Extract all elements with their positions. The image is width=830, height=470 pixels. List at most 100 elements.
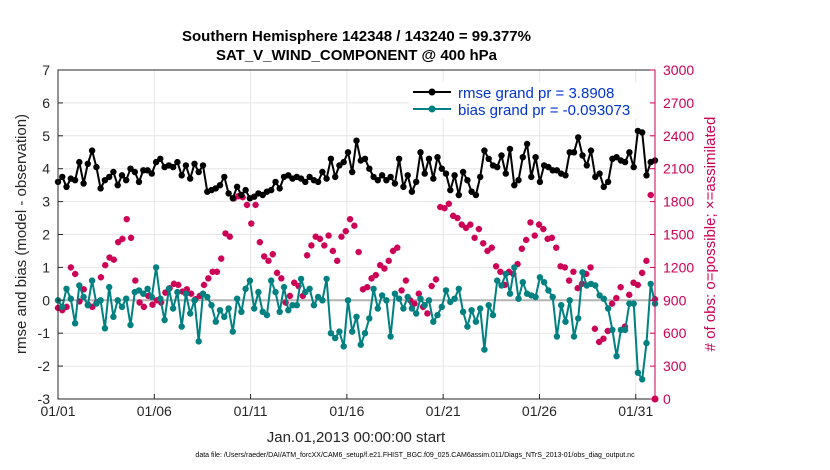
series-point-bias (647, 280, 654, 288)
series-point-bias (255, 288, 262, 296)
obs-count-marker (346, 215, 354, 223)
obs-count-marker (402, 277, 410, 284)
series-point-bias (519, 279, 526, 286)
series-point-bias (455, 285, 462, 292)
obs-count-marker (295, 282, 302, 290)
series-point-rmse (378, 172, 386, 179)
obs-count-marker (67, 264, 75, 271)
obs-count-marker (441, 204, 448, 212)
obs-count-marker (149, 301, 156, 308)
series-point-rmse (272, 178, 279, 186)
series-point-rmse (519, 154, 526, 161)
series-point-bias (195, 338, 202, 345)
series-point-bias (357, 341, 364, 348)
series-point-rmse (118, 172, 126, 179)
obs-count-marker (617, 283, 624, 291)
obs-count-marker (553, 244, 560, 251)
series-point-bias (408, 305, 416, 312)
obs-count-marker (518, 245, 526, 252)
series-point-bias (80, 293, 87, 301)
obs-count-marker (226, 233, 233, 240)
series-point-bias (148, 293, 155, 301)
series-point-rmse (400, 183, 407, 190)
obs-count-marker (316, 235, 324, 243)
series-point-bias (549, 293, 556, 301)
series-point-bias (349, 328, 356, 335)
obs-count-marker (535, 221, 543, 228)
series-point-bias (425, 297, 433, 304)
series-point-rmse (110, 168, 117, 176)
series-point-bias (481, 346, 488, 353)
obs-count-marker (235, 192, 242, 200)
series-point-bias (430, 318, 437, 325)
y-right-tick-label: 2100 (663, 161, 694, 177)
x-tick-label: 01/21 (426, 403, 461, 419)
series-point-bias (592, 282, 599, 289)
series-point-rmse (596, 170, 603, 177)
series-point-rmse (600, 183, 607, 190)
series-point-bias (310, 302, 318, 309)
obs-count-marker (325, 232, 332, 239)
series-point-rmse (169, 163, 177, 171)
series-point-bias (280, 283, 288, 291)
obs-count-marker (80, 286, 87, 293)
series-point-rmse (391, 180, 399, 187)
series-point-rmse (643, 172, 650, 179)
obs-count-marker (385, 257, 392, 265)
series-point-rmse (93, 163, 100, 171)
series-point-rmse (195, 168, 202, 176)
obs-count-marker (187, 290, 195, 297)
x-tick-label: 01/26 (522, 403, 557, 419)
y-right-tick-label: 0 (663, 391, 671, 407)
y-right-tick-label: 1200 (663, 259, 694, 275)
obs-count-marker (540, 225, 547, 233)
series-point-bias (191, 297, 198, 304)
series-point-bias (353, 313, 360, 320)
series-point-bias (378, 292, 386, 299)
series-point-bias (532, 293, 539, 301)
obs-count-marker (604, 327, 611, 335)
obs-count-marker (110, 256, 118, 263)
obs-count-marker (97, 274, 105, 281)
series-point-bias (319, 297, 326, 304)
y-right-tick-label: 2700 (663, 95, 694, 111)
obs-count-marker (218, 255, 225, 262)
series-point-rmse (442, 170, 450, 177)
obs-count-marker (308, 242, 315, 249)
obs-count-marker (183, 286, 191, 293)
obs-count-marker (282, 299, 289, 306)
series-point-rmse (59, 173, 66, 181)
y-right-tick-label: 2400 (663, 128, 694, 144)
series-point-bias (468, 307, 475, 314)
obs-count-marker (531, 232, 538, 239)
y-axis-right-label: # of obs: o=possible; ×=assimilated (702, 117, 719, 352)
y-tick-label: 7 (42, 62, 50, 78)
series-point-bias (570, 333, 578, 340)
obs-count-marker (394, 244, 401, 251)
obs-count-marker (475, 225, 483, 233)
y-tick-label: -2 (38, 358, 51, 374)
obs-count-marker (437, 203, 444, 211)
series-point-bias (506, 290, 514, 297)
series-point-bias (485, 302, 492, 309)
obs-count-marker (273, 269, 281, 277)
x-tick-label: 01/31 (618, 403, 653, 419)
obs-count-marker (626, 291, 633, 299)
obs-count-marker (643, 257, 650, 265)
series-point-rmse (276, 185, 283, 192)
series-point-rmse (332, 173, 339, 181)
series-point-bias (391, 290, 399, 297)
series-point-bias (421, 302, 428, 309)
x-axis-ticks: 01/01 01/06 01/11 01/16 01/21 01/26 01/31 (40, 394, 653, 419)
series-point-bias (498, 282, 505, 289)
obs-count-marker (471, 234, 478, 241)
series-point-rmse (562, 172, 569, 179)
obs-count-marker (312, 233, 319, 240)
series-point-bias (106, 283, 113, 291)
series-point-rmse (447, 186, 454, 194)
y-tick-label: 2 (42, 227, 50, 243)
series-point-rmse (199, 162, 207, 169)
obs-count-marker (561, 264, 569, 271)
series-point-rmse (148, 170, 155, 177)
series-point-bias (413, 310, 420, 317)
